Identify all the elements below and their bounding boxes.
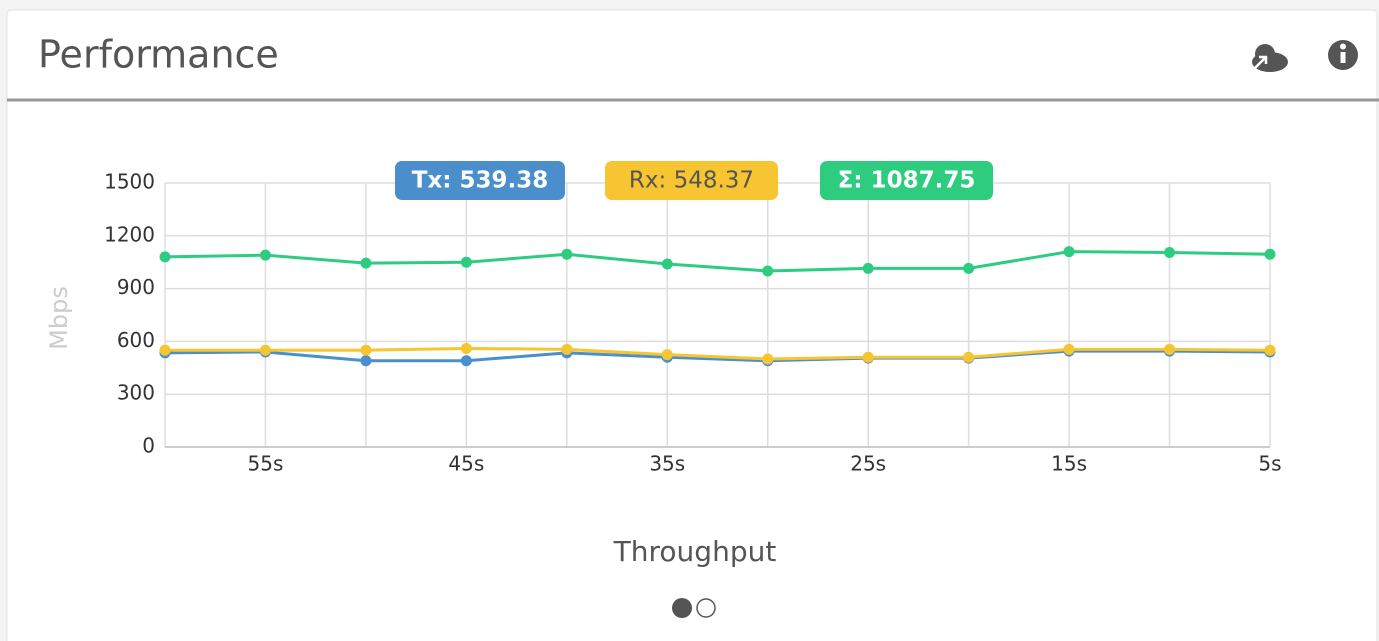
data-point [963,351,975,363]
data-point [1164,247,1176,259]
panel-title: Performance [38,33,279,77]
x-tick-label: 15s [1051,452,1087,476]
data-point [561,248,573,260]
data-point [561,343,573,355]
data-point [762,353,774,365]
plot: 0 300 600 900 1200 1500 55s 45s 35s 25s 15s 5s Tx: 5… [104,161,1282,476]
data-point [661,349,673,361]
x-tick-label: 5s [1258,452,1281,476]
data-point [460,256,472,268]
data-point [762,265,774,277]
data-point [159,251,171,263]
data-point [460,342,472,354]
data-point [460,355,472,367]
data-point [1264,344,1276,356]
x-tick-label: 55s [248,452,284,476]
data-point [360,355,372,367]
value-badge: Tx: 539.38 [395,161,565,200]
data-point [259,344,271,356]
y-tick-label: 0 [142,434,155,458]
badge-label: Rx: 548.37 [629,168,754,194]
panel-bg [6,9,1378,641]
y-tick-label: 1200 [104,222,155,246]
data-point [1063,343,1075,355]
badge-bg [820,161,993,200]
data-point [360,344,372,356]
badge-bg [395,161,565,200]
info-icon[interactable] [1328,40,1358,70]
data-point [862,351,874,363]
page-dot-active[interactable] [672,598,692,618]
y-tick-label: 900 [117,275,155,299]
x-tick-label: 35s [649,452,685,476]
data-point [259,249,271,261]
badge-bg [605,161,778,200]
x-axis-title: Throughput [613,535,777,568]
x-tick-label: 45s [448,452,484,476]
badge-label: Tx: 539.38 [412,168,548,194]
y-tick-label: 1500 [104,170,155,194]
data-point [360,257,372,269]
y-axis-title: Mbps [45,286,73,350]
series-line [164,349,1271,363]
cloud-icon[interactable] [1252,44,1288,72]
data-point [1063,246,1075,258]
badge-label: Σ: 1087.75 [838,168,976,194]
page-dot[interactable] [696,598,716,618]
value-badge: Σ: 1087.75 [820,161,993,200]
data-point [1164,343,1176,355]
value-badge: Rx: 548.37 [605,161,778,200]
series-line [165,346,1271,361]
data-point [159,344,171,356]
data-point [862,262,874,274]
data-point [1264,248,1276,260]
data-point [963,262,975,274]
x-tick-label: 25s [850,452,886,476]
y-tick-label: 600 [117,328,155,352]
data-point [661,258,673,270]
y-tick-label: 300 [117,381,155,405]
series-line [164,250,1271,273]
